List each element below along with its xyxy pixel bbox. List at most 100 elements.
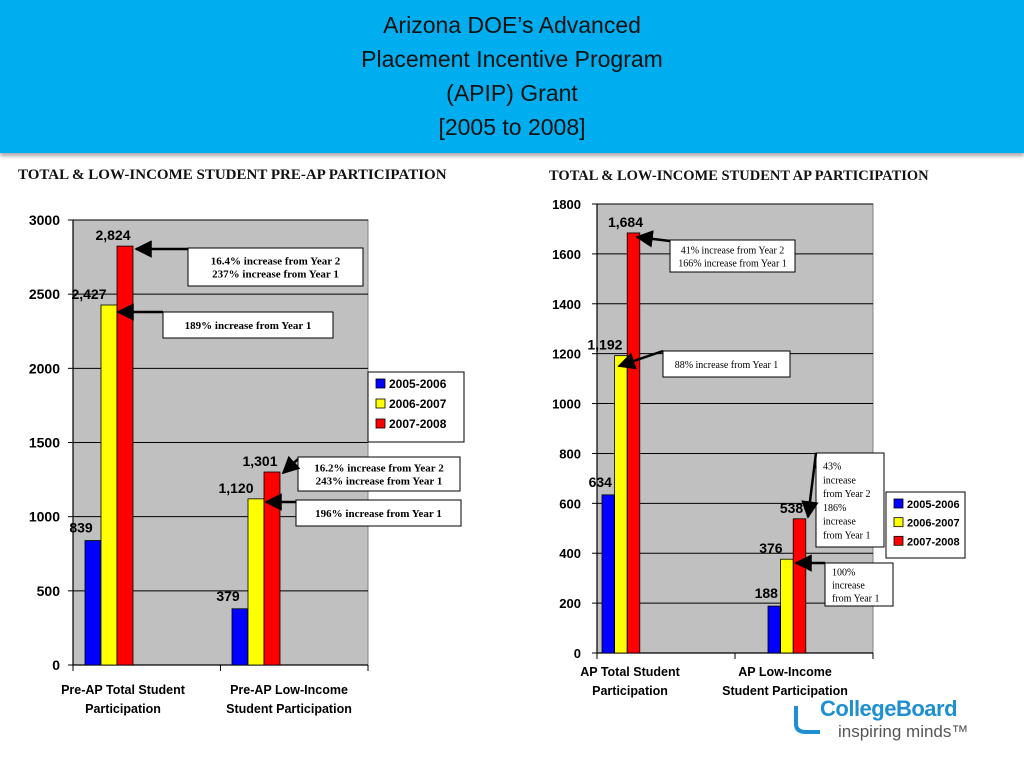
y-tick-label: 0 <box>52 657 60 673</box>
legend-swatch <box>893 535 904 546</box>
annotation-box <box>662 350 791 378</box>
bar-value-label: 1,301 <box>242 453 277 469</box>
category-label: AP Low-Income <box>738 665 832 679</box>
y-tick-label: 400 <box>559 546 581 561</box>
legend-label: 2007-2008 <box>907 536 960 548</box>
annotation-box <box>669 239 796 273</box>
legend-label: 2005-2006 <box>907 499 960 511</box>
y-tick-label: 1000 <box>552 397 581 412</box>
bar-2007-2008 <box>626 232 641 654</box>
bar-value-label: 2,824 <box>95 227 130 243</box>
slide-title: Arizona DOE’s Advanced Placement Incenti… <box>0 8 1024 144</box>
annotation-box <box>187 247 364 287</box>
legend-swatch <box>375 418 386 429</box>
annotation-box <box>824 562 894 607</box>
annotation-text: increase <box>823 475 856 486</box>
category-label: Pre-AP Total Student <box>61 683 186 697</box>
y-tick-label: 1000 <box>29 509 60 525</box>
legend-swatch <box>893 498 904 509</box>
title-line: Arizona DOE’s Advanced <box>383 12 641 38</box>
annotation-text: from Year 1 <box>823 531 871 542</box>
legend-swatch <box>893 517 904 528</box>
y-tick-label: 2500 <box>29 286 60 302</box>
annotation-text: increase <box>823 517 856 528</box>
y-tick-label: 500 <box>37 583 61 599</box>
bar-value-label: 839 <box>69 520 93 536</box>
y-tick-label: 3000 <box>29 212 60 228</box>
chart-title: TOTAL & LOW-INCOME STUDENT AP PARTICIPAT… <box>549 168 929 184</box>
bar-value-label: 376 <box>759 540 783 556</box>
category-label: Pre-AP Low-Income <box>230 683 348 697</box>
y-tick-label: 1800 <box>552 197 581 212</box>
y-tick-label: 1400 <box>552 297 581 312</box>
annotation-box <box>295 499 462 527</box>
annotation-text: from Year 1 <box>832 594 880 605</box>
bar-2006-2007 <box>614 355 628 654</box>
y-tick-label: 2000 <box>29 360 60 376</box>
legend-label: 2006-2007 <box>389 397 447 411</box>
annotation-text: 237% increase from Year 1 <box>212 269 339 281</box>
y-tick-label: 800 <box>559 446 581 461</box>
bar-2007-2008 <box>792 518 807 654</box>
legend-label: 2005-2006 <box>389 377 447 391</box>
annotation-text: 16.2% increase from Year 2 <box>314 463 444 475</box>
y-tick-label: 1200 <box>552 347 581 362</box>
chart-title: TOTAL & LOW-INCOME STUDENT PRE-AP PARTIC… <box>18 167 447 183</box>
annotation-box <box>162 311 334 339</box>
legend-label: 2006-2007 <box>907 518 960 530</box>
y-tick-label: 200 <box>559 596 581 611</box>
y-tick-label: 600 <box>559 496 581 511</box>
annotation-arrow <box>801 452 819 519</box>
bar-2005-2006 <box>767 605 782 654</box>
collegeboard-logo: CollegeBoard inspiring minds™ <box>792 696 992 746</box>
category-label: Student Participation <box>226 702 352 716</box>
bar-value-label: 634 <box>589 474 613 490</box>
bar-2007-2008 <box>263 471 281 666</box>
annotation-text: 41% increase from Year 2 <box>681 246 785 257</box>
annotation-text: 88% increase from Year 1 <box>675 360 779 371</box>
bar-value-label: 188 <box>755 585 779 601</box>
bar-2005-2006 <box>601 494 616 654</box>
category-label: Participation <box>85 702 161 716</box>
title-line: Placement Incentive Program <box>361 46 663 72</box>
bar-value-label: 1,192 <box>587 337 622 353</box>
bar-value-label: 1,120 <box>218 480 253 496</box>
bar-2007-2008 <box>116 245 134 666</box>
y-tick-label: 1500 <box>29 435 60 451</box>
bar-value-label: 379 <box>216 588 240 604</box>
annotation-text: 100% <box>832 568 855 579</box>
annotation-text: 189% increase from Year 1 <box>185 320 312 332</box>
category-label: Participation <box>592 684 668 698</box>
logo-tagline: inspiring minds™ <box>838 722 969 741</box>
annotation-text: 196% increase from Year 1 <box>315 508 442 520</box>
annotation-text: increase <box>832 581 865 592</box>
bar-value-label: 1,684 <box>608 214 643 230</box>
annotation-box <box>297 456 461 492</box>
collegeboard-acorn-icon <box>794 706 820 734</box>
title-banner: Arizona DOE’s Advanced Placement Incenti… <box>0 0 1024 153</box>
annotation-arrow <box>281 455 301 475</box>
title-line: [2005 to 2008] <box>438 114 586 140</box>
annotation-text: 166% increase from Year 1 <box>678 259 787 270</box>
annotation-box <box>815 452 885 548</box>
annotation-text: from Year 2 <box>823 489 871 500</box>
legend-swatch <box>375 398 386 409</box>
y-tick-label: 1600 <box>552 247 581 262</box>
logo-wordmark: CollegeBoard <box>820 696 958 721</box>
bar-value-label: 2,427 <box>71 286 106 302</box>
legend-swatch <box>375 378 386 389</box>
category-label: AP Total Student <box>580 665 680 679</box>
annotation-arrow <box>617 349 664 370</box>
bar-value-label: 538 <box>780 500 804 516</box>
bar-2006-2007 <box>780 558 794 654</box>
annotation-text: 43% <box>823 462 841 473</box>
title-line: (APIP) Grant <box>446 80 578 106</box>
annotation-text: 16.4% increase from Year 2 <box>211 256 341 268</box>
annotation-text: 243% increase from Year 1 <box>316 476 443 488</box>
y-tick-label: 0 <box>574 646 581 661</box>
legend-label: 2007-2008 <box>389 417 447 431</box>
annotation-text: 186% <box>823 503 846 514</box>
annotation-arrow <box>635 230 671 248</box>
